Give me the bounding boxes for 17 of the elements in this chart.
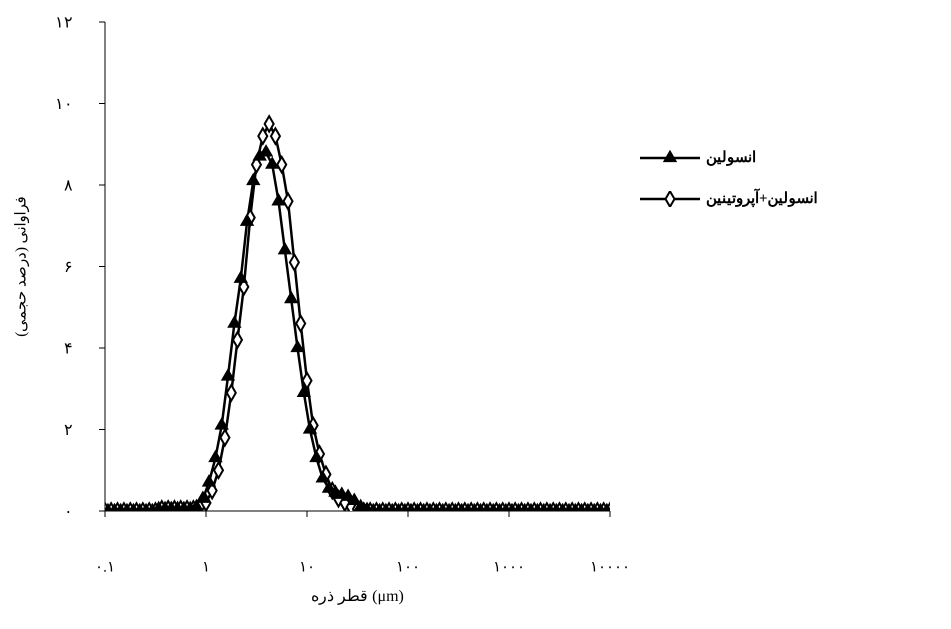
x-tick-label: ۱۰۰۰ [493,560,525,576]
x-tick-label: ۰.۱ [95,560,115,576]
y-tick-label: ۰ [64,504,73,521]
y-tick-label: ۲ [64,422,73,440]
y-tick-label: ۴ [64,340,73,358]
y-tick-label: ۶ [64,259,73,276]
y-tick-label: ۱۲ [55,14,73,32]
legend-label: انسولین [706,149,756,167]
x-tick-label: ۱۰ [299,560,315,576]
x-axis-title: قطر ذره (μm) [311,588,404,605]
y-axis-title: فراوانی (درصد حجمی) [13,196,30,337]
x-tick-label: ۱۰۰ [396,560,420,576]
legend-label: انسولین+آپروتینین [706,189,818,208]
x-tick-label: ۱ [202,560,210,576]
y-tick-label: ۱۰ [55,96,73,114]
x-tick-label: ۱۰۰۰۰ [590,560,630,576]
y-tick-label: ۸ [64,178,73,195]
